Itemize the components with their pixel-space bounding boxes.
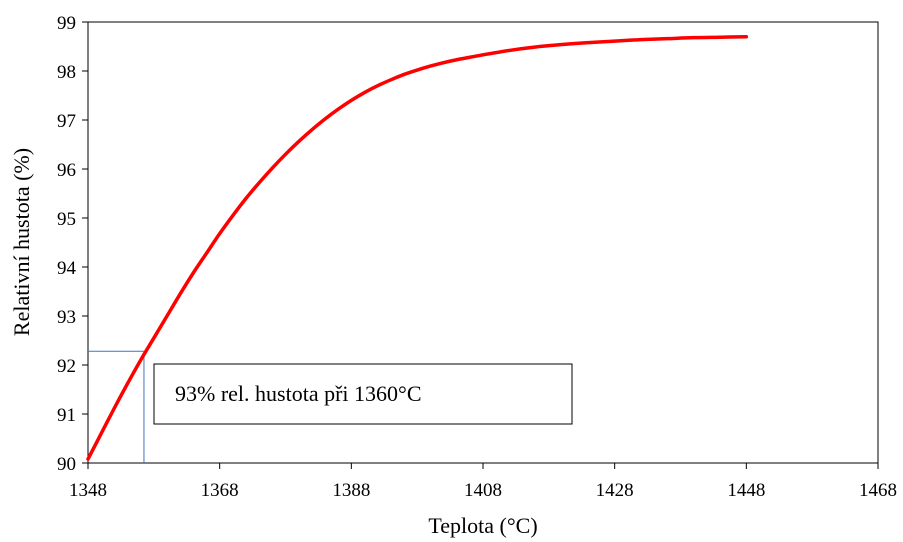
x-tick-label: 1368 [201, 480, 239, 501]
y-tick-label: 93 [57, 307, 76, 328]
annotation-box [153, 363, 573, 425]
y-tick-label: 92 [57, 356, 76, 377]
y-axis-ticks: 90 91 92 93 94 95 96 97 98 99 [57, 13, 88, 475]
y-tick-label: 98 [57, 62, 76, 83]
y-tick-label: 94 [57, 258, 77, 279]
y-axis-label: Relativní hustota (%) [9, 148, 34, 336]
annotation-text: 93% rel. hustota při 1360°C [175, 381, 422, 406]
x-tick-label: 1408 [464, 480, 502, 501]
y-tick-label: 96 [57, 160, 76, 181]
x-axis-ticks: 1348 1368 1388 1408 1428 1448 1468 [69, 463, 897, 501]
y-tick-label: 90 [57, 454, 76, 475]
y-tick-label: 91 [57, 405, 76, 426]
y-tick-label: 97 [57, 111, 76, 132]
x-axis-label: Teplota (°C) [428, 513, 537, 538]
x-tick-label: 1388 [332, 480, 370, 501]
x-tick-label: 1348 [69, 480, 107, 501]
x-tick-label: 1468 [859, 480, 897, 501]
x-tick-label: 1448 [727, 480, 765, 501]
series-line [86, 34, 749, 461]
y-tick-label: 99 [57, 13, 76, 34]
y-tick-label: 95 [57, 209, 76, 230]
x-tick-label: 1428 [596, 480, 634, 501]
reference-lines [88, 350, 145, 463]
